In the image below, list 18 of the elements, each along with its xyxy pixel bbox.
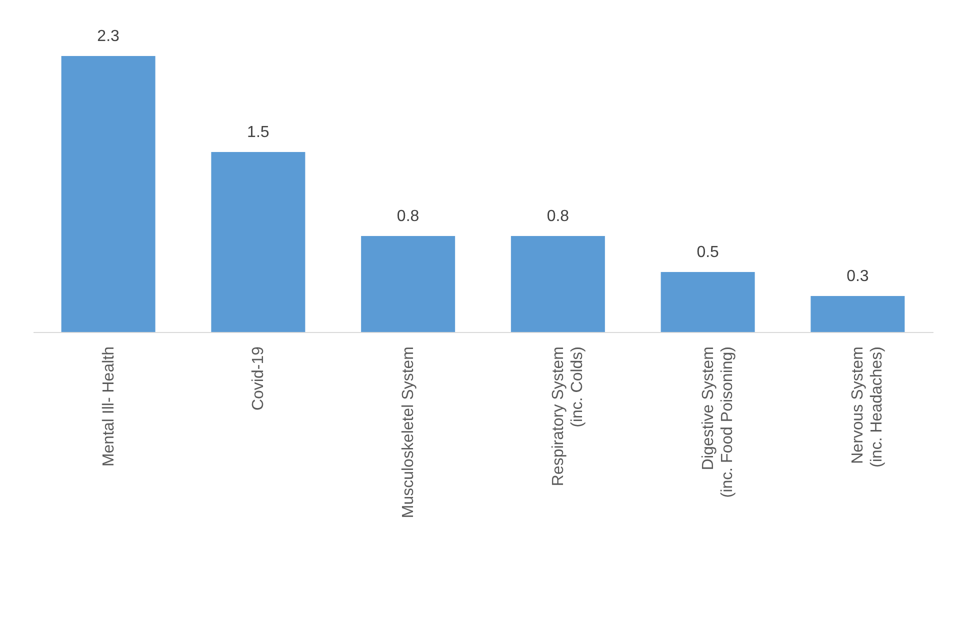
data-label: 0.8 (546, 208, 570, 225)
x-tick-label: Mental Ill- Health (100, 346, 118, 467)
data-label: 2.3 (97, 28, 120, 45)
x-tick-label: Respiratory System (inc. Colds) (550, 346, 586, 486)
bar (660, 272, 755, 332)
bar (361, 236, 456, 332)
data-label: 0.8 (396, 208, 420, 225)
bar (211, 152, 306, 332)
x-tick-label: Musculoskeletel System (400, 346, 418, 518)
bar (61, 56, 156, 332)
data-label: 0.5 (696, 244, 720, 261)
x-tick-label: Digestive System (inc. Food Poisoning) (700, 346, 736, 498)
data-label: 1.5 (247, 124, 270, 141)
bar (510, 236, 605, 332)
data-label: 0.3 (846, 268, 869, 285)
bar (810, 296, 905, 332)
x-tick-label: Nervous System (inc. Headaches) (850, 346, 886, 468)
x-tick-label: Covid-19 (250, 346, 268, 411)
